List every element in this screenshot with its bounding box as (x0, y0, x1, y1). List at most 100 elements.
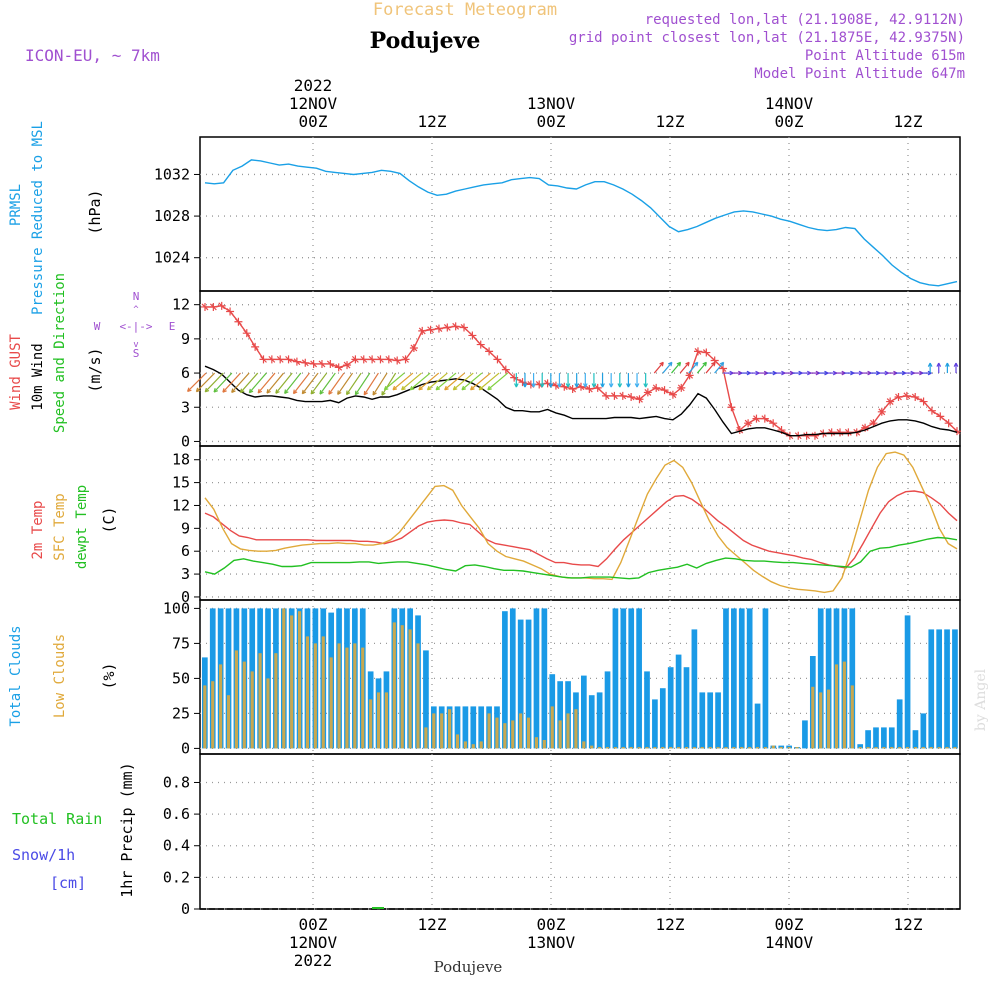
wind-series-0 (205, 305, 958, 437)
wind-arrow (487, 372, 509, 391)
total-cloud-bar (652, 699, 658, 749)
wind-arrow (293, 372, 310, 394)
total-cloud-bar (588, 695, 595, 749)
low-cloud-bar (613, 747, 617, 749)
low-cloud-bar (503, 723, 507, 749)
low-cloud-bar (250, 671, 254, 749)
model-label: ICON-EU, ~ 7km (25, 46, 160, 65)
wind-arrow-head (582, 383, 588, 388)
low-cloud-bar (313, 643, 317, 749)
low-cloud-bar (598, 747, 602, 749)
wind-arrow (688, 361, 699, 374)
low-cloud-bar (258, 653, 262, 749)
low-cloud-bar (542, 740, 546, 749)
low-cloud-bar (479, 741, 483, 749)
low-cloud-bar (384, 692, 388, 749)
low-cloud-bar (653, 747, 657, 749)
gust-marker (485, 347, 494, 356)
top-time-label: 2022 (294, 76, 333, 95)
precip-ytick-label: 0.2 (163, 868, 190, 886)
low-cloud-bar (945, 747, 949, 749)
low-cloud-bar (850, 685, 854, 749)
gust-marker (418, 326, 427, 335)
wind-arrow (418, 372, 440, 391)
gust-marker (326, 359, 335, 368)
total-cloud-bar (881, 727, 887, 749)
wind-arrow-head (187, 387, 192, 393)
gust-marker (259, 355, 268, 364)
low-cloud-bar (858, 747, 862, 749)
wind-frame (199, 290, 961, 447)
bottom-time-label: 00Z (537, 915, 566, 934)
low-cloud-bar (574, 709, 578, 749)
low-cloud-bar (329, 657, 333, 749)
gust-marker (510, 373, 519, 382)
low-cloud-bar (345, 647, 349, 749)
wind-arrow-head (936, 362, 942, 367)
wind-arrow-head (372, 390, 377, 396)
wind-ytick-label: 3 (181, 398, 190, 416)
wind-arrow-head (531, 383, 536, 388)
compass-arrows-h: <-|-> (119, 320, 152, 333)
wind-arrow-head (231, 388, 236, 393)
wind-arrow (328, 372, 345, 395)
pressure-series-0 (204, 159, 958, 287)
low-cloud-bar (432, 713, 436, 749)
total-cloud-bar (738, 608, 745, 749)
wind-arrow-head (676, 361, 682, 367)
compass-n: N (133, 290, 140, 303)
total-cloud-bar (462, 706, 469, 749)
low-cloud-bar (645, 747, 649, 749)
wind-arrow-head (574, 383, 580, 388)
clouds-units: (%) (100, 662, 118, 689)
top-time-label: 12Z (656, 112, 685, 131)
gust-marker (384, 355, 393, 364)
low-cloud-bar (234, 650, 238, 749)
total-cloud-bar (604, 671, 611, 749)
low-cloud-bar (787, 747, 791, 749)
gust-marker (560, 382, 569, 391)
gust-marker (677, 383, 686, 392)
low-cloud-bar (921, 747, 925, 749)
compass-rose: N S W E <-|-> ^ v (94, 290, 176, 360)
gust-marker (234, 317, 243, 326)
low-cloud-bar (219, 664, 223, 749)
wind-arrow-head (617, 383, 623, 388)
gust-marker (501, 365, 510, 374)
gust-marker (827, 428, 836, 437)
low-cloud-bar (590, 745, 594, 749)
wind-arrow-head (487, 385, 492, 391)
low-cloud-bar (929, 747, 933, 749)
total-cloud-bar (802, 720, 808, 749)
total-cloud-bar (581, 675, 587, 749)
total-cloud-bar (825, 608, 832, 749)
low-cloud-bar (748, 747, 752, 749)
total-cloud-bar (533, 608, 540, 749)
gust-marker (368, 355, 377, 364)
wind-arrow (222, 372, 241, 393)
total-cloud-bar (928, 629, 935, 749)
bottom-time-label: 00Z (775, 915, 804, 934)
gust-marker (343, 361, 352, 370)
wind-units: (m/s) (86, 347, 104, 392)
low-cloud-bar (203, 685, 207, 749)
wind-arrow-head (927, 362, 933, 367)
wind-arrow-head (539, 383, 545, 388)
wind-arrow (383, 372, 405, 391)
wind-ylabel-2: 10m Wind (30, 343, 46, 410)
pressure-frame (199, 136, 961, 292)
low-cloud-bar (400, 625, 404, 749)
low-cloud-bar (621, 747, 625, 749)
total-cloud-bar (470, 706, 477, 749)
wind-arrow-head (548, 383, 554, 388)
precip-ytick-label: 0 (181, 900, 190, 918)
compass-w: W (94, 320, 101, 333)
wind-arrow-head (565, 383, 571, 388)
total-cloud-bar (936, 629, 942, 749)
total-cloud-bar (525, 619, 532, 749)
gust-marker (401, 355, 410, 364)
wind-arrow-head (222, 388, 227, 393)
gust-marker (836, 428, 845, 437)
wind-arrow (346, 372, 362, 395)
wind-arrow-head (319, 390, 324, 395)
